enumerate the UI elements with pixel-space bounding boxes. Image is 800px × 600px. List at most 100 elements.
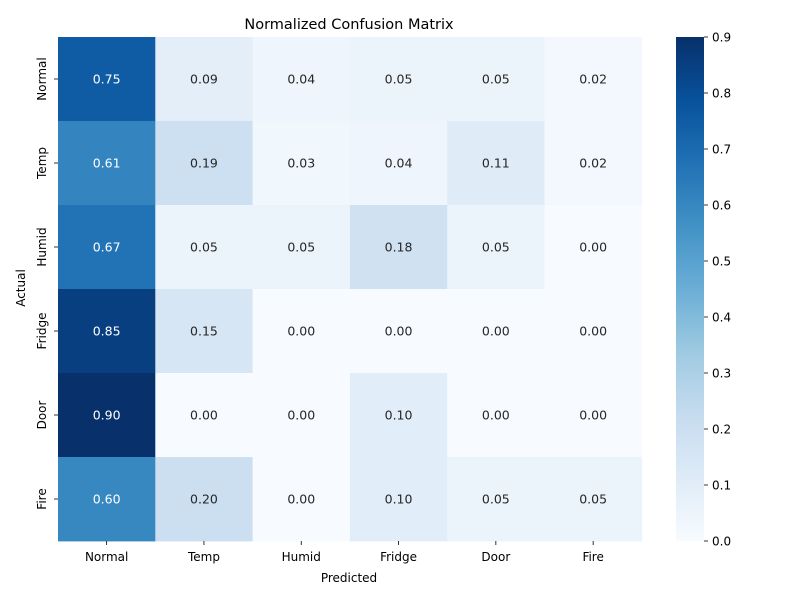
cell-value-label: 0.00 xyxy=(190,408,218,423)
cell-value-label: 0.00 xyxy=(287,324,315,339)
heatmap-cell xyxy=(544,289,643,374)
colorbar-tick-label: 0.7 xyxy=(712,143,731,157)
cell-value-label: 0.05 xyxy=(482,240,510,255)
cell-value-label: 0.00 xyxy=(482,408,510,423)
heatmap-cell xyxy=(349,373,448,458)
y-axis-label: Actual xyxy=(14,269,28,307)
cell-value-label: 0.05 xyxy=(385,72,413,87)
cell-value-label: 0.60 xyxy=(93,492,121,507)
x-tick-label: Humid xyxy=(282,550,321,564)
heatmap-cell xyxy=(447,289,545,374)
cell-value-label: 0.10 xyxy=(385,408,413,423)
heatmap-cell xyxy=(349,121,448,206)
cell-value-label: 0.05 xyxy=(579,492,607,507)
x-tick-label: Normal xyxy=(85,550,128,564)
cell-value-label: 0.02 xyxy=(579,156,607,171)
colorbar-tick-label: 0.2 xyxy=(712,423,731,437)
heatmap-cell xyxy=(447,373,545,458)
heatmap-cell xyxy=(155,457,253,542)
x-axis-label: Predicted xyxy=(321,571,377,585)
heatmap-cell xyxy=(252,373,351,458)
cell-value-label: 0.05 xyxy=(190,240,218,255)
colorbar-tick-label: 0.6 xyxy=(712,199,731,213)
cell-value-label: 0.05 xyxy=(287,240,315,255)
x-axis-ticks: Normal Temp Humid Fridge Door Fire xyxy=(85,541,604,564)
cell-value-label: 0.00 xyxy=(579,408,607,423)
heatmap-cell xyxy=(544,37,643,122)
heatmap-cell xyxy=(252,457,351,542)
cell-value-label: 0.90 xyxy=(93,408,121,423)
cell-value-label: 0.00 xyxy=(482,324,510,339)
cell-value-label: 0.10 xyxy=(385,492,413,507)
colorbar-tick-label: 0.8 xyxy=(712,87,731,101)
y-tick-label: Fire xyxy=(35,488,49,509)
cell-value-label: 0.61 xyxy=(93,156,121,171)
heatmap-cell xyxy=(544,205,643,290)
cell-value-label: 0.00 xyxy=(579,240,607,255)
heatmap-cell xyxy=(58,457,156,542)
cell-value-label: 0.85 xyxy=(93,324,121,339)
cell-value-label: 0.05 xyxy=(482,72,510,87)
colorbar xyxy=(676,37,704,541)
colorbar-tick-label: 0.0 xyxy=(712,535,731,549)
heatmap-cell xyxy=(544,121,643,206)
heatmap-cell xyxy=(447,121,545,206)
heatmap-cell xyxy=(447,205,545,290)
y-tick-label: Fridge xyxy=(35,313,49,350)
colorbar-tick-label: 0.3 xyxy=(712,367,731,381)
colorbar-ticks: 0.0 0.1 0.2 0.3 0.4 0.5 0.6 0.7 0.8 0.9 xyxy=(704,31,731,549)
heatmap-cell xyxy=(252,289,351,374)
y-tick-label: Humid xyxy=(35,227,49,266)
cell-value-label: 0.00 xyxy=(385,324,413,339)
x-tick-label: Door xyxy=(481,550,510,564)
cell-value-label: 0.75 xyxy=(93,72,121,87)
y-tick-label: Door xyxy=(35,401,49,430)
heatmap-cell xyxy=(58,121,156,206)
cell-value-label: 0.19 xyxy=(190,156,218,171)
heatmap-cell xyxy=(349,289,448,374)
heatmap-cell xyxy=(349,37,448,122)
cell-value-label: 0.15 xyxy=(190,324,218,339)
y-axis-ticks: Normal Temp Humid Fridge Door Fire xyxy=(35,57,58,510)
colorbar-tick-label: 0.5 xyxy=(712,255,731,269)
cell-value-label: 0.00 xyxy=(287,408,315,423)
heatmap-cell xyxy=(58,37,156,122)
heatmap-cell xyxy=(252,205,351,290)
heatmap-cell xyxy=(447,37,545,122)
cell-annotations: 0.75 0.09 0.04 0.05 0.05 0.02 0.61 0.19 0.03 0.04… xyxy=(93,72,607,507)
heatmap-cell xyxy=(58,289,156,374)
cell-value-label: 0.20 xyxy=(190,492,218,507)
colorbar-tick-label: 0.4 xyxy=(712,311,731,325)
heatmap-cell xyxy=(58,373,156,458)
cell-value-label: 0.02 xyxy=(579,72,607,87)
cell-value-label: 0.03 xyxy=(287,156,315,171)
colorbar-tick-label: 0.9 xyxy=(712,31,731,45)
y-tick-label: Normal xyxy=(35,57,49,100)
heatmap-cell xyxy=(252,37,351,122)
heatmap-cell xyxy=(155,37,253,122)
colorbar-tick-label: 0.1 xyxy=(712,479,731,493)
x-tick-label: Temp xyxy=(187,550,220,564)
heatmap-cells xyxy=(58,37,643,542)
cell-value-label: 0.09 xyxy=(190,72,218,87)
heatmap-cell xyxy=(155,373,253,458)
x-tick-label: Fire xyxy=(582,550,603,564)
y-tick-label: Temp xyxy=(35,147,49,180)
cell-value-label: 0.04 xyxy=(287,72,315,87)
heatmap-cell xyxy=(252,121,351,206)
cell-value-label: 0.00 xyxy=(579,324,607,339)
heatmap-cell xyxy=(349,205,448,290)
heatmap-cell xyxy=(58,205,156,290)
cell-value-label: 0.11 xyxy=(482,156,510,171)
x-tick-label: Fridge xyxy=(380,550,417,564)
cell-value-label: 0.00 xyxy=(287,492,315,507)
cell-value-label: 0.05 xyxy=(482,492,510,507)
heatmap-cell xyxy=(544,457,643,542)
heatmap-cell xyxy=(155,121,253,206)
heatmap-cell xyxy=(155,289,253,374)
heatmap-cell xyxy=(349,457,448,542)
cell-value-label: 0.18 xyxy=(385,240,413,255)
heatmap-cell xyxy=(155,205,253,290)
heatmap-cell xyxy=(447,457,545,542)
cell-value-label: 0.04 xyxy=(385,156,413,171)
